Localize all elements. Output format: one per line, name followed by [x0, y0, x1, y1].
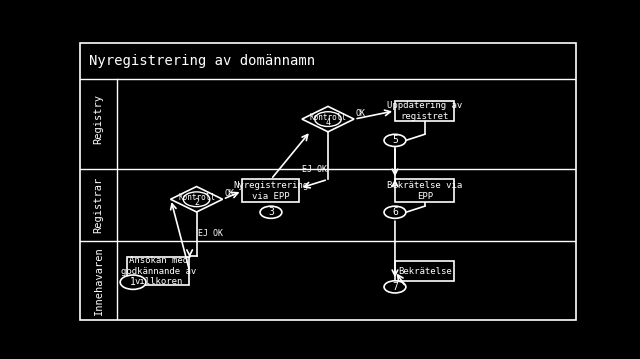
FancyBboxPatch shape — [243, 180, 300, 202]
Circle shape — [260, 206, 282, 218]
Text: Nyregistrering av domännamn: Nyregistrering av domännamn — [89, 54, 315, 68]
Text: 4: 4 — [326, 117, 330, 127]
Text: 6: 6 — [392, 207, 398, 217]
Circle shape — [183, 192, 210, 207]
Circle shape — [384, 134, 406, 146]
Text: Uppdatering av
registret: Uppdatering av registret — [387, 101, 462, 121]
Text: OK: OK — [356, 109, 366, 118]
FancyBboxPatch shape — [395, 180, 454, 202]
Text: Innehavaren: Innehavaren — [93, 246, 104, 315]
Text: Bekrätelse via
EPP: Bekrätelse via EPP — [387, 181, 462, 201]
Text: Registry: Registry — [93, 94, 104, 144]
Text: Bekrätelse: Bekrätelse — [398, 267, 452, 276]
Circle shape — [315, 112, 341, 126]
Text: Kontroll: Kontroll — [178, 193, 215, 202]
Text: OK: OK — [225, 189, 234, 198]
Text: Ansökan med
godkännande av
villkoren: Ansökan med godkännande av villkoren — [121, 256, 196, 286]
Text: Kontroll: Kontroll — [310, 113, 346, 122]
Circle shape — [384, 281, 406, 293]
Text: EJ OK: EJ OK — [302, 164, 327, 173]
Circle shape — [384, 206, 406, 218]
Text: 7: 7 — [392, 282, 398, 292]
Text: 5: 5 — [392, 135, 398, 145]
FancyBboxPatch shape — [80, 43, 576, 320]
FancyBboxPatch shape — [395, 101, 454, 121]
FancyBboxPatch shape — [395, 261, 454, 281]
Text: Registrar: Registrar — [93, 177, 104, 233]
Circle shape — [120, 275, 146, 289]
Text: 2: 2 — [194, 198, 199, 207]
Polygon shape — [302, 106, 354, 132]
Polygon shape — [170, 187, 223, 212]
Text: Nyregistrering
via EPP: Nyregistrering via EPP — [234, 181, 308, 201]
Text: 3: 3 — [268, 207, 274, 217]
Text: EJ OK: EJ OK — [198, 229, 223, 238]
Text: 1: 1 — [130, 277, 136, 287]
FancyBboxPatch shape — [127, 257, 189, 285]
